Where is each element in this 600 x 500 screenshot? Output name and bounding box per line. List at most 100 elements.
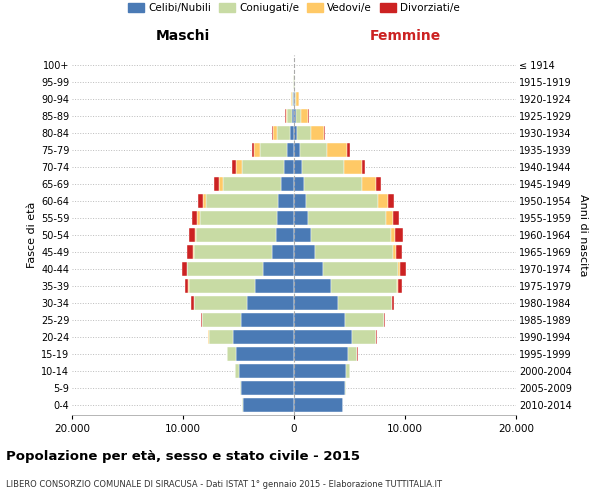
- Text: Maschi: Maschi: [156, 29, 210, 43]
- Bar: [252, 144, 254, 157]
- Bar: [296, 110, 301, 123]
- Bar: [272, 126, 274, 140]
- Bar: [315, 245, 393, 259]
- Bar: [384, 313, 385, 326]
- Bar: [294, 262, 323, 276]
- Bar: [379, 194, 388, 208]
- Bar: [324, 126, 325, 140]
- Bar: [294, 126, 298, 140]
- Bar: [391, 228, 395, 242]
- Bar: [346, 364, 350, 378]
- Bar: [294, 194, 306, 208]
- Bar: [393, 245, 395, 259]
- Bar: [294, 110, 296, 123]
- Bar: [294, 92, 295, 106]
- Bar: [286, 110, 287, 123]
- Bar: [294, 381, 345, 394]
- Bar: [239, 381, 241, 394]
- Bar: [294, 245, 315, 259]
- Bar: [236, 347, 294, 360]
- Bar: [277, 126, 290, 140]
- Y-axis label: Anni di nascita: Anni di nascita: [578, 194, 589, 276]
- Bar: [296, 92, 299, 106]
- Bar: [192, 211, 197, 225]
- Bar: [274, 126, 277, 140]
- Bar: [311, 228, 391, 242]
- Bar: [392, 296, 394, 310]
- Bar: [294, 313, 345, 326]
- Bar: [395, 245, 402, 259]
- Bar: [287, 110, 292, 123]
- Y-axis label: Fasce di età: Fasce di età: [26, 202, 37, 268]
- Bar: [362, 160, 365, 174]
- Bar: [197, 211, 200, 225]
- Bar: [241, 381, 294, 394]
- Bar: [247, 296, 294, 310]
- Text: Femmine: Femmine: [370, 29, 440, 43]
- Bar: [299, 144, 328, 157]
- Text: LIBERO CONSORZIO COMUNALE DI SIRACUSA - Dati ISTAT 1° gennaio 2015 - Elaborazion: LIBERO CONSORZIO COMUNALE DI SIRACUSA - …: [6, 480, 442, 489]
- Bar: [302, 160, 344, 174]
- Bar: [397, 279, 398, 292]
- Bar: [194, 228, 196, 242]
- Bar: [241, 313, 294, 326]
- Bar: [235, 364, 239, 378]
- Bar: [232, 160, 236, 174]
- Bar: [278, 194, 294, 208]
- Bar: [290, 126, 294, 140]
- Bar: [233, 330, 294, 344]
- Bar: [243, 398, 294, 411]
- Bar: [294, 296, 338, 310]
- Bar: [187, 262, 263, 276]
- Bar: [398, 279, 402, 292]
- Bar: [284, 160, 294, 174]
- Bar: [198, 194, 203, 208]
- Bar: [347, 144, 350, 157]
- Bar: [214, 178, 218, 191]
- Bar: [200, 313, 202, 326]
- Bar: [352, 330, 376, 344]
- Bar: [349, 347, 357, 360]
- Bar: [345, 313, 384, 326]
- Bar: [294, 144, 299, 157]
- Bar: [292, 92, 293, 106]
- Bar: [294, 398, 343, 411]
- Bar: [295, 92, 296, 106]
- Bar: [239, 364, 294, 378]
- Bar: [218, 178, 223, 191]
- Bar: [185, 279, 188, 292]
- Bar: [254, 144, 260, 157]
- Bar: [294, 364, 346, 378]
- Bar: [294, 228, 311, 242]
- Bar: [236, 160, 242, 174]
- Bar: [308, 211, 386, 225]
- Bar: [263, 262, 294, 276]
- Bar: [393, 211, 400, 225]
- Bar: [388, 194, 394, 208]
- Bar: [188, 228, 194, 242]
- Bar: [294, 347, 349, 360]
- Bar: [272, 245, 294, 259]
- Bar: [187, 245, 193, 259]
- Bar: [293, 92, 294, 106]
- Text: Popolazione per età, sesso e stato civile - 2015: Popolazione per età, sesso e stato civil…: [6, 450, 360, 463]
- Bar: [276, 228, 294, 242]
- Bar: [376, 178, 380, 191]
- Bar: [344, 160, 362, 174]
- Bar: [328, 144, 347, 157]
- Bar: [294, 160, 302, 174]
- Bar: [395, 228, 403, 242]
- Bar: [209, 330, 233, 344]
- Bar: [345, 381, 346, 394]
- Bar: [227, 347, 236, 360]
- Bar: [206, 194, 278, 208]
- Bar: [277, 211, 294, 225]
- Bar: [194, 245, 272, 259]
- Bar: [323, 262, 398, 276]
- Bar: [294, 330, 352, 344]
- Bar: [203, 194, 206, 208]
- Bar: [398, 262, 400, 276]
- Bar: [202, 313, 241, 326]
- Bar: [287, 144, 294, 157]
- Bar: [308, 110, 309, 123]
